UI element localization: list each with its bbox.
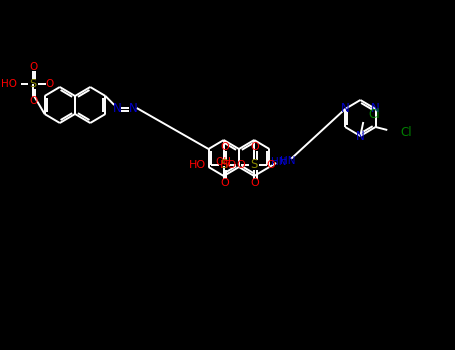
Text: Cl: Cl [400, 126, 412, 139]
Text: S: S [251, 159, 258, 172]
Text: HO: HO [189, 160, 206, 170]
Text: N: N [113, 102, 121, 114]
Text: HO: HO [219, 160, 237, 170]
Text: Cl: Cl [368, 107, 380, 120]
Text: S: S [29, 79, 36, 89]
Text: O: O [236, 160, 245, 170]
Text: N: N [356, 130, 365, 142]
Text: O: O [251, 142, 259, 152]
Text: N: N [341, 103, 349, 116]
Text: S: S [220, 159, 228, 172]
Text: O: O [220, 178, 229, 188]
Text: O: O [30, 96, 38, 106]
Text: O: O [266, 160, 275, 170]
Text: N: N [371, 103, 380, 116]
Text: HN: HN [280, 155, 296, 166]
Text: O: O [251, 178, 259, 188]
Text: O: O [30, 62, 38, 72]
Text: HO: HO [1, 79, 17, 89]
Text: O: O [46, 79, 54, 89]
Text: HN: HN [271, 157, 287, 167]
Text: O: O [220, 142, 229, 152]
Text: OH: OH [216, 157, 232, 167]
Text: N: N [128, 102, 137, 114]
